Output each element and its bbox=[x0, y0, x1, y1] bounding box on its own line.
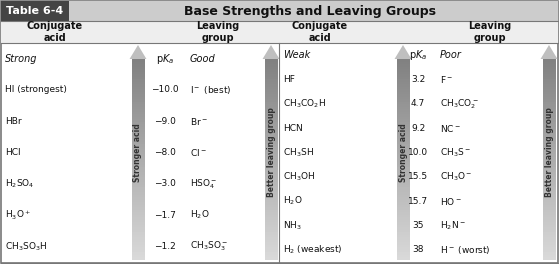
Bar bbox=[264, 255, 277, 257]
Bar bbox=[131, 172, 144, 175]
Bar bbox=[542, 172, 556, 175]
Bar bbox=[542, 74, 556, 77]
Bar bbox=[131, 87, 144, 89]
Text: −9.0: −9.0 bbox=[154, 117, 176, 126]
Text: 15.5: 15.5 bbox=[408, 172, 428, 181]
Bar bbox=[542, 257, 556, 260]
Bar bbox=[396, 97, 410, 99]
Bar bbox=[264, 210, 277, 212]
Bar bbox=[542, 242, 556, 245]
Bar bbox=[396, 225, 410, 227]
Bar bbox=[542, 94, 556, 97]
Bar bbox=[396, 195, 410, 197]
Bar bbox=[542, 59, 556, 62]
Text: HI (strongest): HI (strongest) bbox=[5, 86, 67, 95]
Bar bbox=[396, 217, 410, 220]
Bar bbox=[396, 220, 410, 222]
Bar bbox=[131, 162, 144, 164]
Bar bbox=[264, 129, 277, 132]
Bar bbox=[131, 137, 144, 139]
Bar bbox=[396, 172, 410, 175]
Bar bbox=[264, 225, 277, 227]
Bar bbox=[131, 245, 144, 247]
Bar bbox=[542, 99, 556, 102]
Bar bbox=[264, 144, 277, 147]
Bar bbox=[542, 202, 556, 205]
Bar bbox=[131, 197, 144, 200]
Bar bbox=[396, 129, 410, 132]
Text: −8.0: −8.0 bbox=[154, 148, 176, 157]
Bar bbox=[131, 195, 144, 197]
Text: H$_2$O: H$_2$O bbox=[190, 209, 210, 221]
Bar bbox=[542, 142, 556, 144]
Bar bbox=[264, 205, 277, 207]
Text: Stronger acid: Stronger acid bbox=[134, 123, 143, 182]
Bar bbox=[264, 195, 277, 197]
Bar bbox=[396, 147, 410, 149]
Bar bbox=[131, 182, 144, 185]
Bar bbox=[264, 185, 277, 187]
Bar bbox=[396, 200, 410, 202]
Bar bbox=[542, 79, 556, 82]
Bar bbox=[264, 87, 277, 89]
Bar bbox=[131, 210, 144, 212]
Text: HF: HF bbox=[283, 75, 295, 84]
Bar bbox=[131, 69, 144, 72]
Text: H$^-$ (worst): H$^-$ (worst) bbox=[440, 244, 491, 256]
Bar bbox=[131, 215, 144, 217]
Bar bbox=[264, 245, 277, 247]
Bar bbox=[264, 180, 277, 182]
Bar bbox=[396, 124, 410, 127]
Bar bbox=[131, 167, 144, 169]
Text: p$K_a$: p$K_a$ bbox=[409, 48, 427, 62]
Bar bbox=[264, 242, 277, 245]
Bar bbox=[542, 77, 556, 79]
Bar bbox=[264, 69, 277, 72]
Bar bbox=[396, 87, 410, 89]
Bar bbox=[264, 109, 277, 112]
Text: CH$_3$SH: CH$_3$SH bbox=[283, 146, 314, 159]
Bar bbox=[542, 132, 556, 134]
Bar bbox=[264, 92, 277, 94]
Bar bbox=[131, 127, 144, 129]
Bar bbox=[396, 252, 410, 255]
Bar bbox=[131, 164, 144, 167]
Bar bbox=[264, 139, 277, 142]
Bar bbox=[264, 142, 277, 144]
Bar bbox=[264, 200, 277, 202]
Bar bbox=[264, 74, 277, 77]
Bar bbox=[542, 112, 556, 114]
Bar bbox=[396, 84, 410, 87]
Text: CH$_3$O$^-$: CH$_3$O$^-$ bbox=[440, 171, 472, 183]
Polygon shape bbox=[395, 45, 411, 59]
Bar bbox=[264, 164, 277, 167]
Bar bbox=[396, 127, 410, 129]
Bar bbox=[131, 159, 144, 162]
Bar bbox=[396, 139, 410, 142]
Bar bbox=[264, 122, 277, 124]
Bar bbox=[542, 117, 556, 119]
Text: CH$_3$CO$_2$H: CH$_3$CO$_2$H bbox=[283, 98, 326, 110]
Bar bbox=[396, 197, 410, 200]
Text: CH$_3$SO$_3$H: CH$_3$SO$_3$H bbox=[5, 240, 48, 253]
Bar bbox=[264, 167, 277, 169]
Bar bbox=[131, 220, 144, 222]
Bar bbox=[542, 220, 556, 222]
Bar bbox=[396, 152, 410, 154]
Text: Br$^-$: Br$^-$ bbox=[190, 116, 208, 127]
Bar bbox=[396, 190, 410, 192]
Text: NH$_3$: NH$_3$ bbox=[283, 219, 302, 232]
Bar bbox=[542, 180, 556, 182]
Bar bbox=[542, 235, 556, 237]
Bar bbox=[542, 152, 556, 154]
Bar bbox=[542, 245, 556, 247]
Bar bbox=[396, 144, 410, 147]
Bar bbox=[542, 64, 556, 67]
Bar bbox=[264, 215, 277, 217]
Bar bbox=[264, 227, 277, 230]
Bar bbox=[131, 222, 144, 225]
Bar bbox=[131, 109, 144, 112]
Bar bbox=[542, 139, 556, 142]
Text: H$_2$SO$_4$: H$_2$SO$_4$ bbox=[5, 177, 35, 190]
